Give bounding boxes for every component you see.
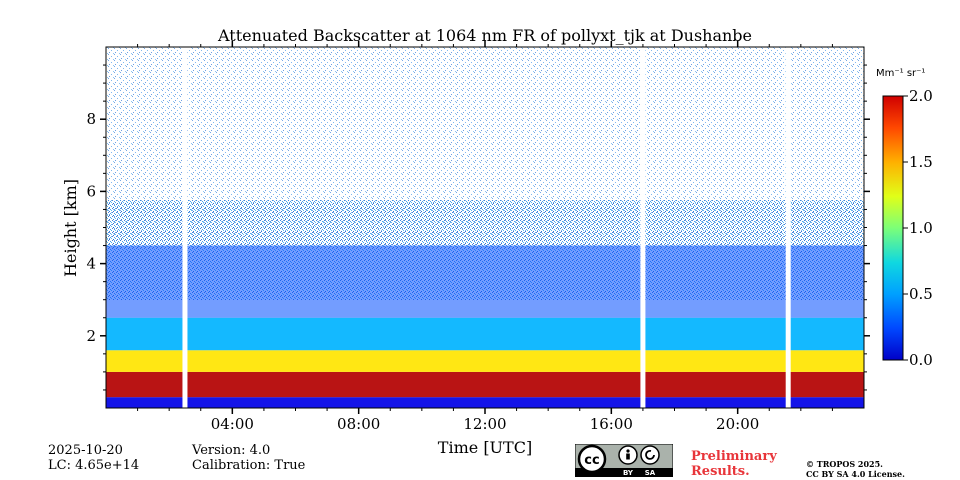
backscatter-layer [106, 350, 864, 372]
x-tick-label: 04:00 [211, 415, 254, 433]
x-tick-label: 20:00 [716, 415, 759, 433]
preliminary-line1: Preliminary [691, 449, 777, 464]
colorbar-tick-label: 1.0 [909, 219, 933, 237]
x-tick-label: 08:00 [337, 415, 380, 433]
copyright-line2: CC BY SA 4.0 License. [806, 469, 905, 479]
svg-text:cc: cc [584, 453, 599, 468]
colorbar-tick-label: 2.0 [909, 87, 933, 105]
y-tick-label: 8 [86, 110, 96, 128]
footer-date: 2025-10-20 [48, 443, 123, 458]
y-tick-label: 4 [86, 255, 96, 273]
data-gap [182, 47, 188, 408]
badge-by-text: BY [623, 469, 634, 477]
footer-lc: LC: 4.65e+14 [48, 458, 140, 473]
data-gap [785, 47, 791, 408]
copyright-line1: © TROPOS 2025. [806, 459, 883, 469]
backscatter-layer [106, 317, 864, 351]
backscatter-layer [106, 245, 864, 318]
chart-title: Attenuated Backscatter at 1064 nm FR of … [217, 26, 752, 45]
colorbar-tick-label: 0.0 [909, 351, 933, 369]
preliminary-line2: Results. [691, 464, 750, 479]
y-axis-label: Height [km] [61, 179, 80, 277]
preliminary-results: Preliminary Results. [691, 449, 777, 479]
data-gap [640, 47, 646, 408]
plot-area [106, 47, 864, 408]
x-axis-label: Time [UTC] [438, 438, 532, 457]
colorbar-tick-label: 0.5 [909, 285, 933, 303]
x-tick-label: 16:00 [590, 415, 633, 433]
colorbar-tick-label: 1.5 [909, 153, 933, 171]
y-tick-label: 6 [86, 182, 96, 200]
footer-calibration: Calibration: True [192, 458, 306, 473]
backscatter-layer [106, 371, 864, 398]
cc-by-sa-icon: cc BY SA [575, 444, 673, 477]
colorbar-unit-label: Mm⁻¹ sr⁻¹ [876, 68, 925, 79]
backscatter-layer [106, 397, 864, 408]
colorbar [882, 95, 904, 361]
copyright-notice: © TROPOS 2025. CC BY SA 4.0 License. [806, 459, 905, 479]
footer-version: Version: 4.0 [192, 443, 271, 458]
badge-sa-text: SA [645, 469, 656, 477]
y-tick-label: 2 [86, 327, 96, 345]
x-tick-label: 12:00 [463, 415, 506, 433]
